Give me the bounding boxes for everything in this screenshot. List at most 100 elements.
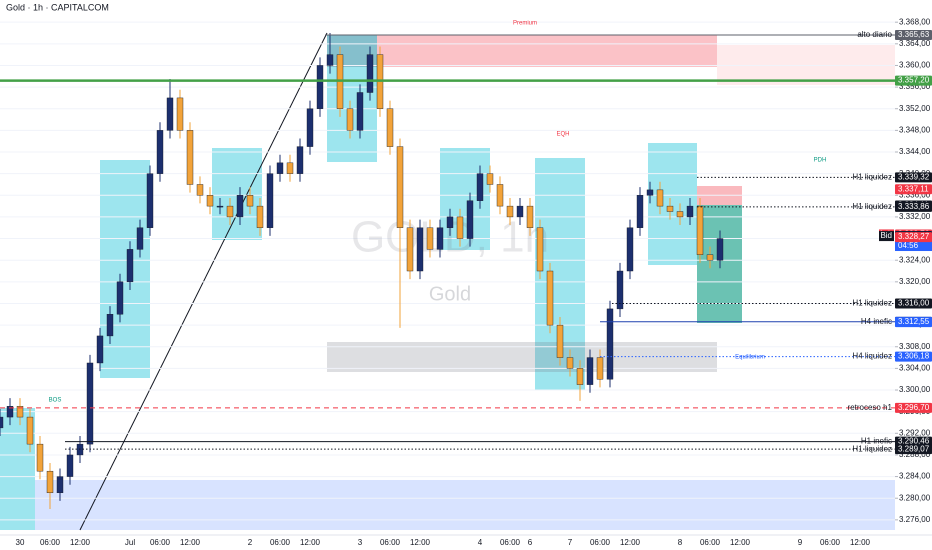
y-tick-label: 3.304,00 — [899, 363, 931, 372]
x-tick-label: 4 — [478, 538, 483, 547]
y-tick-label: 3.292,00 — [899, 428, 931, 437]
candle-body — [386, 108, 394, 147]
price-label: 3.296,70 — [898, 403, 930, 412]
candle-body — [246, 195, 254, 207]
candle-body — [146, 173, 154, 228]
annotation: BOS — [49, 398, 62, 404]
level-text: H1 inefic — [861, 437, 892, 446]
watermark-sub: Gold — [429, 283, 471, 305]
candle-body — [236, 195, 244, 218]
candle-body — [436, 227, 444, 250]
price-axis — [895, 0, 932, 550]
price-label: 3.312,55 — [898, 317, 930, 326]
candle-body — [706, 254, 714, 261]
candle-body — [116, 281, 124, 315]
candle-body — [346, 108, 354, 131]
candle-body — [646, 189, 654, 196]
candle-body — [176, 97, 184, 131]
candle-body — [596, 357, 604, 380]
annotation: Equilibrium — [735, 355, 765, 361]
candle-body — [66, 454, 74, 477]
price-label: 3.337,11 — [898, 184, 929, 193]
x-tick-label: 06:00 — [150, 538, 171, 547]
price-label-box — [895, 444, 932, 455]
candle-body — [186, 130, 194, 185]
y-tick-label: 3.288,00 — [899, 450, 931, 459]
price-label: 3.339,32 — [898, 172, 930, 181]
price-label: 3.365,63 — [898, 30, 930, 39]
price-label-box — [895, 436, 932, 447]
x-tick-label: 12:00 — [70, 538, 91, 547]
level-text: H4 liquidez — [852, 352, 892, 361]
candle-body — [626, 227, 634, 272]
candle-body — [46, 470, 54, 494]
candle-body — [136, 227, 144, 250]
discount-zone — [35, 480, 895, 530]
x-tick-label: 12:00 — [180, 538, 201, 547]
candle-body — [536, 227, 544, 272]
candle-body — [496, 184, 504, 207]
candle-body — [416, 227, 424, 272]
level-text: retroceso h1 — [848, 403, 893, 412]
candle-body — [216, 205, 224, 208]
x-tick-label: 12:00 — [620, 538, 641, 547]
x-tick-label: 06:00 — [820, 538, 841, 547]
candle-body — [476, 173, 484, 201]
candle-body — [326, 54, 334, 66]
candle-body — [126, 249, 134, 283]
annotation: Premium — [513, 21, 537, 27]
candle-body — [266, 173, 274, 228]
annotation: PDH — [814, 158, 827, 164]
y-tick-label: 3.360,00 — [899, 61, 931, 70]
candle-body — [316, 65, 324, 109]
candle-body — [56, 476, 64, 494]
x-tick-label: 7 — [568, 538, 573, 547]
x-tick-label: 2 — [248, 538, 253, 547]
candle-body — [446, 216, 454, 228]
x-tick-label: 6 — [528, 538, 533, 547]
candle-body — [466, 200, 474, 239]
candle-body — [526, 205, 534, 228]
y-tick-label: 3.356,00 — [899, 82, 931, 91]
candle-body — [506, 205, 514, 218]
y-tick-label: 3.324,00 — [899, 255, 931, 264]
y-tick-label: 3.344,00 — [899, 147, 931, 156]
candle-body — [406, 227, 414, 272]
candle-body — [16, 406, 24, 418]
candle-body — [656, 189, 664, 207]
chart-title: Gold · 1h · CAPITALCOM — [6, 2, 109, 12]
y-tick-label: 3.308,00 — [899, 342, 931, 351]
candle-body — [206, 195, 214, 207]
countdown: 04:56 — [898, 241, 919, 250]
price-label-box — [895, 184, 932, 195]
candle-body — [576, 368, 584, 385]
order-block — [100, 160, 150, 378]
level-text: H1 liquidez — [852, 444, 892, 453]
price-label-box — [895, 172, 932, 183]
x-tick-label: 06:00 — [380, 538, 401, 547]
candle-body — [566, 357, 574, 369]
level-text: H4 inefic — [861, 317, 892, 326]
level-text: H1 liquidez — [852, 299, 892, 308]
candle-body — [276, 162, 284, 174]
candle-body — [96, 335, 104, 364]
x-tick-label: 30 — [16, 538, 25, 547]
candle-body — [426, 227, 434, 250]
x-tick-label: 12:00 — [300, 538, 321, 547]
price-label-box — [895, 351, 932, 362]
price-label-box — [895, 298, 932, 309]
candle-body — [686, 205, 694, 218]
y-tick-label: 3.332,00 — [899, 212, 931, 221]
price-label-box — [895, 317, 932, 328]
candle-body — [396, 146, 404, 228]
annotation: EQH — [556, 132, 569, 138]
y-tick-label: 3.348,00 — [899, 125, 931, 134]
price-label: 3.357,20 — [898, 76, 930, 85]
zones — [0, 21, 895, 531]
candle-body — [546, 270, 554, 326]
candle-body — [156, 130, 164, 174]
candle-body — [106, 314, 114, 337]
price-label: 3.290,46 — [898, 437, 930, 446]
candle-body — [286, 162, 294, 174]
